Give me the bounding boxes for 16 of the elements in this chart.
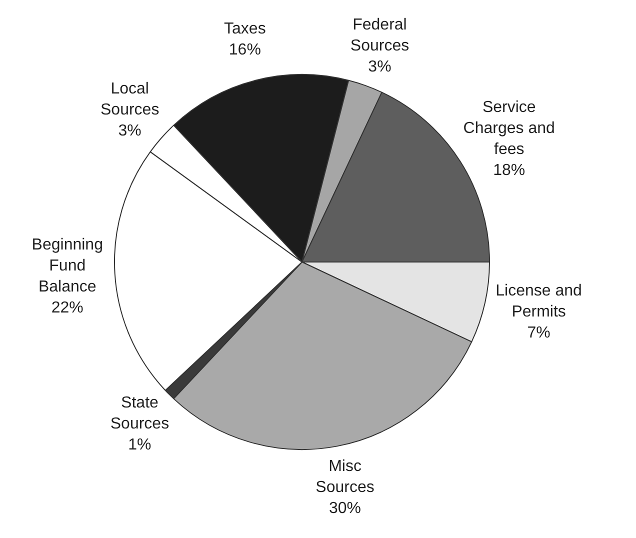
slice-label: Beginning Fund Balance	[32, 236, 103, 296]
data-label: 18%	[493, 162, 526, 179]
data-label: 30%	[328, 500, 362, 517]
data-label: 3%	[118, 122, 142, 140]
data-label: 16%	[228, 42, 261, 59]
slice-label: State Sources	[110, 394, 170, 433]
data-label: 22%	[51, 299, 84, 316]
data-label: 7%	[527, 324, 550, 342]
slice-label: Federal Sources	[350, 16, 410, 54]
data-label: 3%	[368, 58, 392, 76]
slice-label: Local Sources	[100, 80, 160, 119]
slice-label: Misc Sources	[316, 458, 374, 496]
slice-label: License and Permits	[496, 282, 582, 320]
slice-label: Service Charges and fees	[463, 98, 555, 158]
data-label: 1%	[128, 436, 152, 454]
slice-label: Taxes	[224, 20, 266, 38]
